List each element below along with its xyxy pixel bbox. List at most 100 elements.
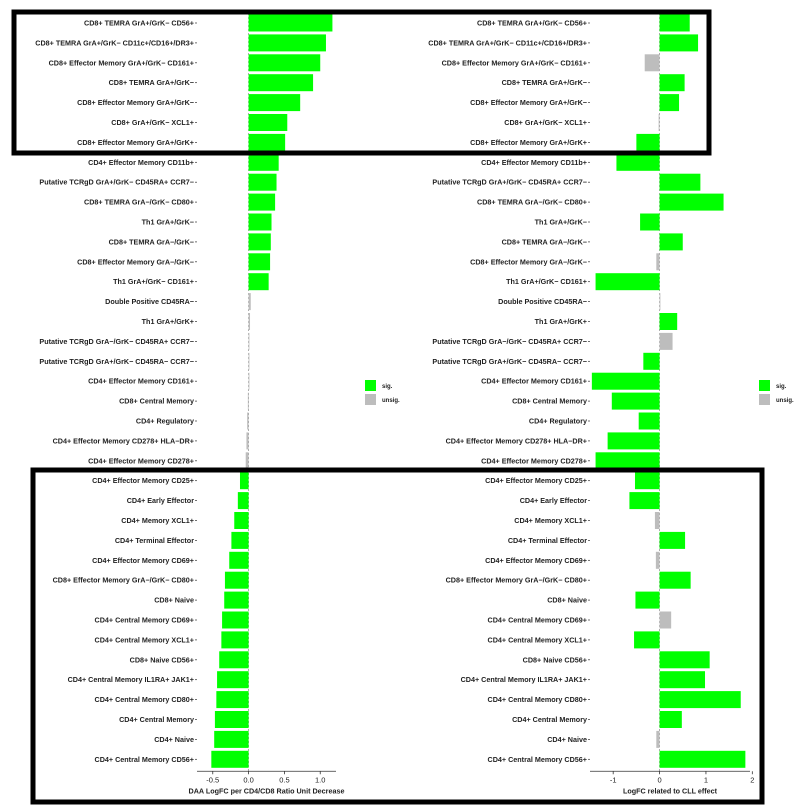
bar (248, 313, 251, 330)
bar (607, 432, 660, 450)
category-label: CD8+ Effector Memory GrA+/GrK+ (470, 138, 587, 147)
category-label: CD8+ Naive CD56+ (523, 655, 587, 664)
bar (224, 591, 249, 609)
x-tick-label: 0 (657, 775, 661, 784)
category-label: CD4+ Regulatory (136, 417, 194, 426)
category-label: CD8+ Effector Memory GrA−/GrK− (77, 257, 194, 266)
category-label: CD4+ Effector Memory CD278+ (88, 456, 194, 465)
bar (659, 611, 672, 629)
bar (629, 492, 660, 510)
category-label: CD4+ Terminal Effector (508, 536, 587, 545)
left-panel: CD8+ TEMRA GrA+/GrK− CD56+ CD8+ TEMRA GrA… (35, 13, 344, 795)
bar (656, 253, 660, 271)
legend-left-unsig-swatch (365, 394, 376, 405)
category-label: CD4+ Effector Memory CD69+ (485, 556, 587, 565)
category-label: CD8+ Effector Memory GrA+/GrK+ (77, 138, 194, 147)
highlight-box-top (11, 9, 712, 156)
bar (247, 412, 249, 430)
category-label: CD4+ Memory XCL1+ (121, 516, 194, 525)
bar (634, 472, 660, 490)
category-label: CD8+ TEMRA GrA+/GrK− CD56+ (477, 19, 587, 28)
legend-right-sig-swatch (759, 380, 770, 391)
category-label: Th1 GrA+/GrK− (535, 218, 587, 227)
category-label: CD4+ Central Memory CD56+ (488, 755, 587, 764)
category-label: Th1 GrA+/GrK− CD161+ (506, 277, 587, 286)
bar (239, 472, 249, 490)
category-label: Double Positive CD45RA− (105, 297, 194, 306)
bar (248, 253, 271, 271)
bar (640, 213, 660, 231)
bar (214, 711, 249, 728)
bar (248, 133, 286, 151)
category-label: CD8+ Effector Memory GrA−/GrK− (470, 257, 587, 266)
bar (248, 273, 269, 291)
legend-right-sig-label: sig. (776, 384, 787, 390)
bar (659, 691, 741, 709)
category-label: CD8+ Naive (154, 596, 194, 605)
category-label: Th1 GrA+/GrK+ (535, 317, 587, 326)
bar (247, 392, 249, 410)
category-label: CD8+ Effector Memory GrA+/GrK− CD161+ (49, 58, 194, 67)
category-label: CD4+ Central Memory (119, 715, 194, 724)
category-label: CD4+ Regulatory (529, 417, 587, 426)
category-label: CD8+ TEMRA GrA+/GrK− CD11c+/CD16+/DR3+ (428, 38, 587, 47)
bar (222, 611, 249, 629)
bar (234, 512, 249, 529)
bar (248, 54, 321, 72)
bar (659, 313, 678, 330)
category-label: CD8+ TEMRA GrA−/GrK− CD80+ (477, 198, 587, 207)
bar (659, 173, 701, 191)
x-tick-label: -1 (610, 775, 617, 784)
bar (595, 273, 660, 291)
category-label: CD4+ Effector Memory CD11b+ (88, 158, 194, 167)
bar (659, 651, 710, 669)
bar (659, 293, 661, 311)
bar (248, 173, 277, 191)
category-label: CD8+ TEMRA GrA+/GrK− (109, 78, 194, 87)
bar (221, 631, 249, 649)
category-label: Putative TCRgD GrA+/GrK− CD45RA− CCR7− (39, 357, 194, 366)
category-label: CD4+ Effector Memory CD278+ HLA−DR+ (446, 436, 587, 445)
x-tick-label: -0.5 (206, 775, 219, 784)
bar (217, 671, 249, 689)
bar (219, 651, 249, 669)
category-label: CD4+ Early Effector (127, 496, 195, 505)
bar (659, 34, 699, 52)
legend-left-sig-label: sig. (382, 384, 393, 390)
bar (643, 352, 660, 370)
category-label: CD4+ Terminal Effector (115, 536, 194, 545)
bar (658, 114, 660, 131)
category-label: Putative TCRgD GrA−/GrK− CD45RA+ CCR7− (432, 337, 587, 346)
bar (245, 452, 249, 470)
right-panel: CD8+ TEMRA GrA+/GrK− CD56+ CD8+ TEMRA GrA… (428, 13, 754, 795)
category-label: Putative TCRgD GrA+/GrK− CD45RA+ CCR7− (432, 178, 587, 187)
category-label: CD4+ Effector Memory CD11b+ (481, 158, 587, 167)
x-tick-label: 0.5 (279, 775, 289, 784)
bar (216, 691, 249, 709)
category-label: CD4+ Central Memory CD80+ (95, 695, 194, 704)
category-label: CD8+ TEMRA GrA+/GrK− CD56+ (84, 19, 194, 28)
x-tick-label: 1 (704, 775, 708, 784)
bar (659, 332, 673, 350)
category-label: CD4+ Naive (547, 735, 587, 744)
bar (635, 591, 660, 609)
category-label: CD4+ Memory XCL1+ (514, 516, 587, 525)
category-label: CD4+ Central Memory CD69+ (488, 616, 587, 625)
legend-right-unsig-swatch (759, 394, 770, 405)
bar (659, 671, 706, 689)
x-tick-label: 0.0 (243, 775, 253, 784)
bar (659, 74, 685, 92)
legend-left: sig. unsig. (365, 380, 400, 405)
bar (248, 74, 314, 92)
category-label: CD8+ Central Memory (512, 397, 587, 406)
category-label: CD4+ Effector Memory CD278+ HLA−DR+ (53, 436, 194, 445)
category-label: CD4+ Central Memory XCL1+ (95, 635, 194, 644)
bar (248, 193, 276, 211)
bar (211, 750, 249, 768)
bar (638, 412, 660, 430)
bar (659, 711, 682, 728)
x-axis-title: DAA LogFC per CD4/CD8 Ratio Unit Decreas… (189, 786, 345, 795)
bar (214, 730, 249, 748)
x-tick-label: 2 (750, 775, 754, 784)
